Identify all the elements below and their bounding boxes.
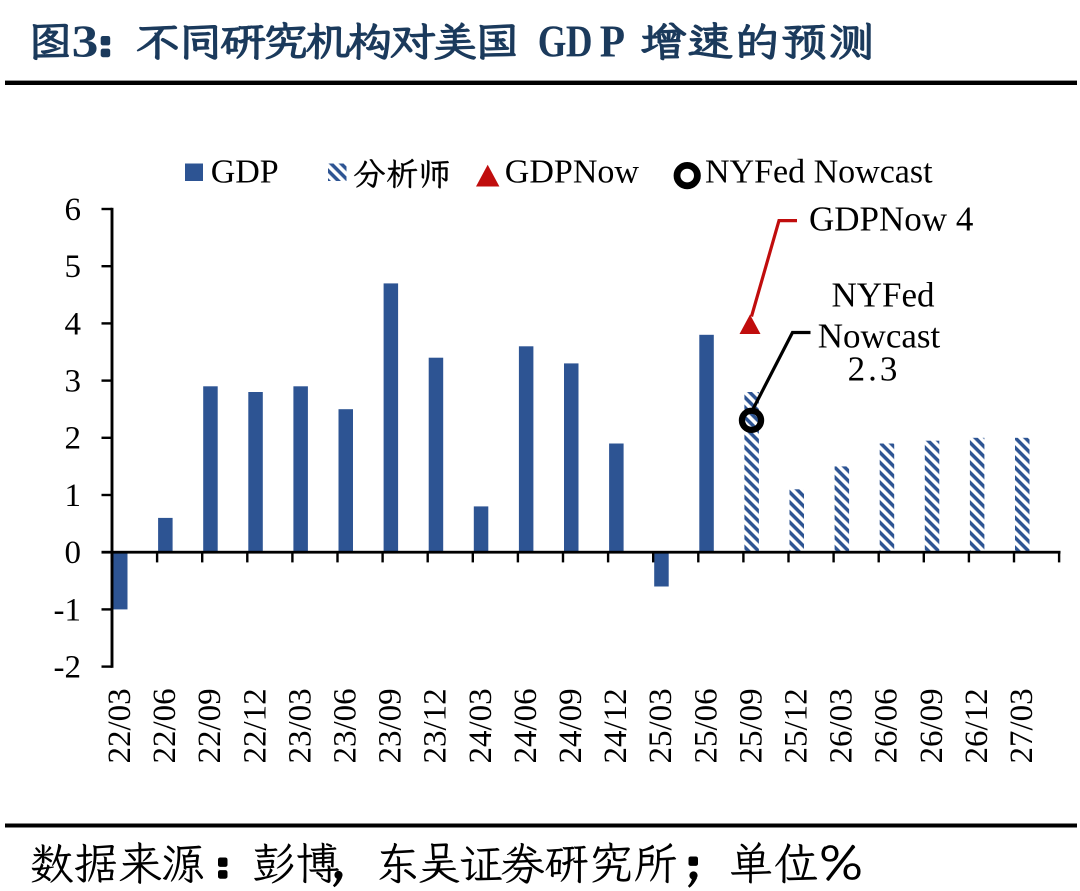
svg-text:25/03: 25/03 — [643, 688, 679, 763]
svg-text:5: 5 — [65, 249, 82, 285]
svg-text:26/12: 26/12 — [959, 688, 995, 763]
svg-text:23/12: 23/12 — [418, 688, 454, 763]
svg-text:22/06: 22/06 — [147, 688, 183, 763]
svg-text:NYFed: NYFed — [831, 275, 935, 314]
svg-text:2: 2 — [65, 421, 82, 457]
svg-text:D: D — [566, 16, 593, 66]
svg-text:GDPNow 4: GDPNow 4 — [809, 200, 973, 239]
svg-text:Nowcast: Nowcast — [818, 317, 941, 356]
svg-text:22/03: 22/03 — [102, 688, 138, 763]
svg-text:27/03: 27/03 — [1004, 688, 1040, 763]
svg-text:NYFed Nowcast: NYFed Nowcast — [705, 153, 933, 190]
svg-text:-1: -1 — [54, 592, 82, 628]
svg-text:25/12: 25/12 — [779, 688, 815, 763]
svg-text:23/09: 23/09 — [373, 688, 409, 763]
svg-text:1: 1 — [65, 478, 82, 514]
svg-text:P: P — [600, 17, 625, 67]
svg-text:4: 4 — [65, 306, 82, 342]
svg-text:24/12: 24/12 — [598, 688, 634, 763]
svg-text:25/09: 25/09 — [733, 688, 769, 763]
svg-text:23/06: 23/06 — [328, 688, 364, 763]
svg-text:23/03: 23/03 — [282, 688, 318, 763]
svg-text:26/03: 26/03 — [824, 688, 860, 763]
svg-text:22/09: 22/09 — [192, 688, 228, 763]
svg-text:3: 3 — [72, 16, 99, 67]
svg-text:26/09: 26/09 — [914, 688, 950, 763]
svg-text:GDPNow: GDPNow — [505, 153, 640, 190]
svg-text:2.3: 2.3 — [848, 350, 901, 389]
svg-text:3: 3 — [65, 364, 82, 400]
svg-text:24/06: 24/06 — [508, 688, 544, 763]
svg-text:22/12: 22/12 — [237, 688, 273, 763]
svg-text:6: 6 — [65, 192, 82, 228]
svg-text:GDP: GDP — [211, 153, 279, 190]
svg-text:G: G — [538, 16, 567, 66]
svg-text:0: 0 — [65, 535, 82, 571]
svg-text:24/09: 24/09 — [553, 688, 589, 763]
svg-text:24/03: 24/03 — [463, 688, 499, 763]
svg-text:-2: -2 — [54, 650, 82, 686]
svg-text:25/06: 25/06 — [688, 688, 724, 763]
svg-text:26/06: 26/06 — [869, 688, 905, 763]
